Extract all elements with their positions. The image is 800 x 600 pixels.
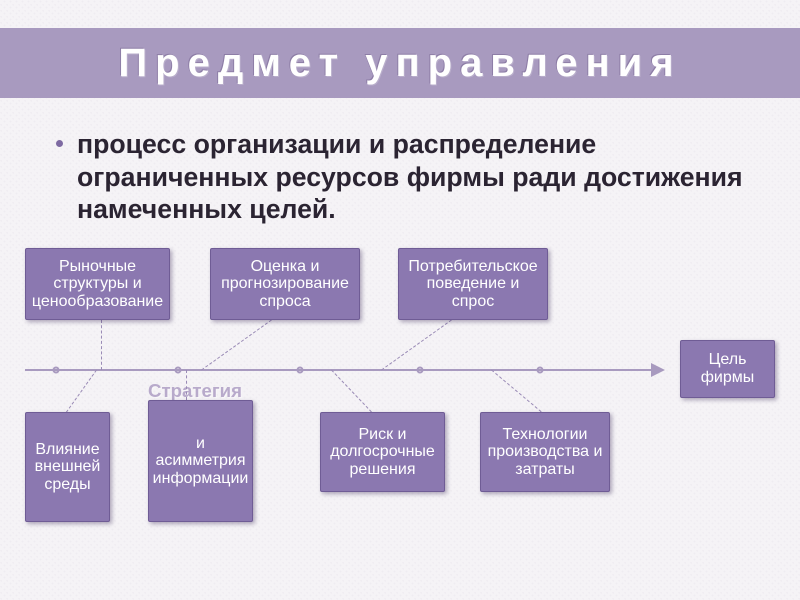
- connector: [450, 320, 451, 406]
- flowchart-node-label: Рыночные структуры и ценообразование: [32, 258, 163, 311]
- flowchart-node: Оценка и прогнозирование спроса: [210, 248, 360, 320]
- strategy-overlay-label: Стратегия: [148, 380, 242, 402]
- flowchart-node: Потребительское поведение и спрос: [398, 248, 548, 320]
- flowchart-node-label: Технологии производства и затраты: [487, 426, 603, 479]
- connector-line: [186, 370, 187, 400]
- flowchart-node: Рыночные структуры и ценообразование: [25, 248, 170, 320]
- connector-line: [101, 320, 102, 370]
- timeline-tick: [53, 367, 60, 374]
- flowchart-node: Технологии производства и затраты: [480, 412, 610, 492]
- flowchart-node-label: Оценка и прогнозирование спроса: [217, 258, 353, 311]
- timeline-tick: [297, 367, 304, 374]
- flowchart-node-label: Цель фирмы: [687, 351, 768, 386]
- flowchart-node-label: Потребительское поведение и спрос: [405, 258, 541, 311]
- flowchart-node: Влияние внешней среды: [25, 412, 110, 522]
- flowchart-node: Цель фирмы: [680, 340, 775, 398]
- flowchart-node-label: Риск и долгосрочные решения: [327, 426, 438, 479]
- connector: [100, 320, 101, 370]
- timeline-tick: [175, 367, 182, 374]
- flowchart-node: Риск и долгосрочные решения: [320, 412, 445, 492]
- timeline-arrow: [25, 362, 665, 378]
- flowchart-diagram: Стратегия Рыночные структуры и ценообраз…: [0, 0, 800, 600]
- arrowhead-icon: [651, 363, 665, 377]
- timeline-tick: [537, 367, 544, 374]
- flowchart-node: и асимметрия информации: [148, 400, 253, 522]
- flowchart-node-label: и асимметрия информации: [153, 435, 249, 488]
- timeline-tick: [417, 367, 424, 374]
- connector: [185, 370, 186, 400]
- timeline-shaft: [25, 369, 651, 371]
- connector: [270, 320, 271, 406]
- flowchart-node-label: Влияние внешней среды: [32, 441, 103, 494]
